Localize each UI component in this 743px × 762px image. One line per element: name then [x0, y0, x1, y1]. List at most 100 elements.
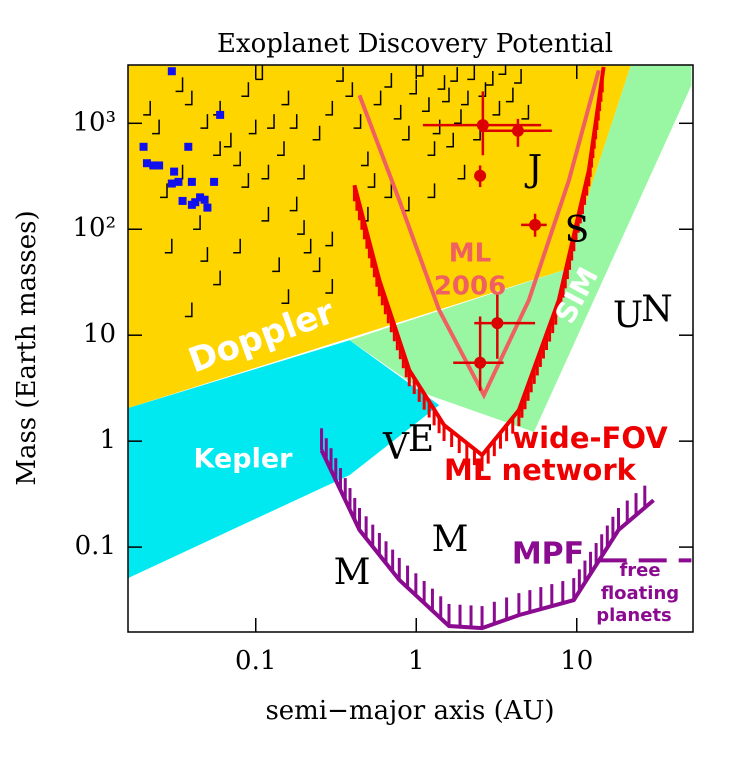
planet-point — [467, 65, 476, 81]
planet-letter: V — [382, 427, 410, 468]
planet-point — [261, 164, 270, 180]
planet-point — [255, 65, 264, 81]
ml-planet — [529, 218, 542, 231]
planet-point — [345, 82, 354, 98]
annotation: floating — [601, 583, 679, 604]
planet-point — [367, 173, 376, 188]
planet-point — [478, 82, 487, 98]
planet-point — [373, 90, 382, 106]
region — [349, 65, 692, 432]
planet-point — [409, 79, 417, 95]
y-tick-label: 10³ — [72, 107, 116, 137]
annotation: ML network — [444, 453, 637, 487]
planet-point — [184, 90, 193, 106]
x-axis-label: semi−major axis (AU) — [265, 696, 554, 726]
planet-point — [241, 82, 250, 98]
limit-curve — [357, 69, 601, 400]
y-tick-label: 10² — [72, 213, 116, 243]
planet-point — [427, 183, 436, 199]
planet-point — [453, 109, 462, 125]
annotation: MPF — [512, 537, 584, 572]
planet-point — [325, 231, 334, 247]
planet-point — [213, 141, 221, 156]
x-tick-label: 1 — [408, 646, 425, 676]
chart-title: Exoplanet Discovery Potential — [217, 29, 613, 59]
planet-letter: E — [408, 419, 434, 460]
ml-planet — [476, 119, 489, 132]
planet-letter: N — [641, 289, 673, 330]
transit-point — [167, 67, 176, 76]
planet-point — [152, 119, 160, 135]
planet-point — [312, 257, 321, 273]
annotation: ML — [449, 239, 491, 269]
planet-point — [460, 90, 469, 106]
planet-point — [223, 132, 232, 148]
y-tick-label: 0.1 — [75, 531, 116, 561]
planet-letter: S — [565, 210, 590, 251]
ml-planet — [491, 317, 504, 330]
planet-point — [164, 238, 173, 254]
y-axis-label: Mass (Earth masses) — [12, 210, 42, 485]
planet-point — [241, 173, 250, 188]
planet-point — [184, 302, 193, 318]
planet-letter: U — [613, 295, 643, 336]
transit-point — [216, 110, 225, 119]
planet-point — [514, 69, 522, 84]
planet-point — [277, 141, 285, 156]
planet-point — [505, 87, 514, 103]
y-tick-label: 10 — [83, 319, 116, 349]
planet-point — [360, 151, 369, 167]
planet-point — [521, 104, 530, 120]
annotation: Kepler — [194, 444, 294, 475]
planet-point — [336, 67, 344, 82]
plot-frame — [127, 64, 694, 633]
planet-point — [384, 183, 393, 199]
planet-point — [415, 65, 424, 77]
planet-point — [498, 65, 507, 76]
planet-point — [393, 104, 402, 120]
x-tick-label: 0.1 — [235, 646, 276, 676]
planet-point — [281, 90, 290, 106]
planet-letter: M — [432, 519, 469, 560]
planet-point — [175, 77, 184, 93]
planet-point — [427, 141, 436, 156]
planet-point — [272, 257, 280, 273]
planet-point — [297, 220, 305, 235]
ml-planet — [511, 124, 524, 137]
planet-letter: M — [334, 552, 371, 593]
planet-point — [325, 279, 334, 294]
planet-point — [384, 73, 393, 88]
transit-point — [174, 177, 183, 186]
planet-point — [281, 289, 290, 305]
ml-planet — [474, 169, 487, 182]
planet-point — [446, 132, 454, 148]
transit-point — [155, 161, 164, 170]
planet-point — [303, 238, 312, 254]
transit-point — [184, 142, 193, 151]
annotation: 2006 — [434, 272, 506, 302]
planet-point — [325, 100, 334, 116]
transit-point — [200, 195, 209, 204]
planet-point — [200, 114, 209, 129]
planet-point — [450, 67, 458, 82]
plot — [128, 65, 692, 631]
planet-point — [401, 125, 410, 141]
planet-letter: J — [524, 149, 542, 190]
transit-point — [178, 196, 187, 205]
transit-point — [196, 193, 205, 202]
planet-point — [200, 247, 209, 262]
transit-point — [139, 142, 148, 151]
planet-point — [437, 75, 446, 90]
planet-point — [261, 206, 270, 222]
planet-point — [213, 270, 221, 286]
transit-point — [187, 200, 196, 209]
x-tick-label: 10 — [560, 646, 593, 676]
transit-point — [142, 159, 151, 168]
planet-point — [421, 97, 430, 112]
region — [128, 340, 440, 579]
planet-point — [143, 100, 151, 116]
planet-point — [442, 87, 450, 103]
annotation: planets — [596, 605, 672, 626]
transit-point — [170, 167, 179, 176]
planet-point — [233, 238, 241, 254]
